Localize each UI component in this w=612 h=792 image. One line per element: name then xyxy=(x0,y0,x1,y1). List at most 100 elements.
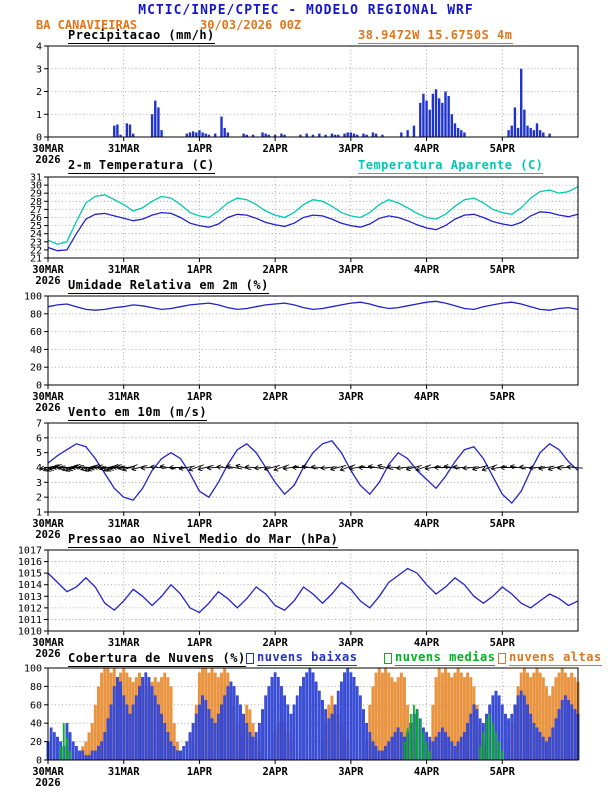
svg-text:80: 80 xyxy=(30,682,42,693)
svg-text:4APR: 4APR xyxy=(414,391,440,403)
svg-text:80: 80 xyxy=(30,309,42,320)
svg-text:27: 27 xyxy=(30,205,42,216)
svg-text:2APR: 2APR xyxy=(262,637,288,649)
svg-text:1APR: 1APR xyxy=(187,637,213,649)
svg-text:3APR: 3APR xyxy=(338,391,364,403)
svg-text:21: 21 xyxy=(30,254,42,265)
svg-text:30MAR: 30MAR xyxy=(32,637,64,649)
svg-text:31MAR: 31MAR xyxy=(108,264,140,276)
pressure-title: Pressao ao Nivel Medio do Mar (hPa) xyxy=(68,532,339,548)
svg-text:4APR: 4APR xyxy=(414,143,440,155)
svg-text:3APR: 3APR xyxy=(338,766,364,778)
high-clouds-swatch-icon xyxy=(498,652,506,664)
svg-text:6: 6 xyxy=(36,433,42,444)
svg-text:5APR: 5APR xyxy=(490,637,516,649)
legend-medium-clouds-label: nuvens medias xyxy=(395,650,496,666)
location-label: 38.9472W 15.6750S 4m xyxy=(358,28,513,44)
svg-text:3APR: 3APR xyxy=(338,637,364,649)
low-clouds-swatch-icon xyxy=(246,652,254,664)
svg-text:60: 60 xyxy=(30,327,42,338)
svg-text:2026: 2026 xyxy=(35,154,60,165)
svg-text:20: 20 xyxy=(30,737,42,748)
svg-text:24: 24 xyxy=(30,229,42,240)
svg-text:0: 0 xyxy=(36,756,42,767)
svg-text:1APR: 1APR xyxy=(187,518,213,530)
svg-text:30MAR: 30MAR xyxy=(32,391,64,403)
svg-text:31MAR: 31MAR xyxy=(108,143,140,155)
svg-text:40: 40 xyxy=(30,719,42,730)
svg-text:22: 22 xyxy=(30,245,42,256)
svg-text:5: 5 xyxy=(36,448,42,459)
svg-text:4APR: 4APR xyxy=(414,637,440,649)
svg-text:3APR: 3APR xyxy=(338,518,364,530)
svg-text:4APR: 4APR xyxy=(414,264,440,276)
svg-text:5APR: 5APR xyxy=(490,264,516,276)
svg-text:5APR: 5APR xyxy=(490,518,516,530)
svg-text:31MAR: 31MAR xyxy=(108,391,140,403)
svg-text:2026: 2026 xyxy=(35,777,60,788)
legend-high-clouds-label: nuvens altas xyxy=(509,650,602,666)
svg-text:23: 23 xyxy=(30,237,42,248)
svg-text:3APR: 3APR xyxy=(338,264,364,276)
temperature-title: 2-m Temperatura (C) xyxy=(68,158,215,174)
svg-text:29: 29 xyxy=(30,189,42,200)
svg-text:30MAR: 30MAR xyxy=(32,518,64,530)
svg-text:40: 40 xyxy=(30,345,42,356)
svg-text:1015: 1015 xyxy=(18,569,42,580)
svg-text:3: 3 xyxy=(36,64,42,75)
svg-text:5APR: 5APR xyxy=(490,766,516,778)
svg-text:2APR: 2APR xyxy=(262,518,288,530)
legend-low-clouds-label: nuvens baixas xyxy=(257,650,358,666)
svg-text:2026: 2026 xyxy=(35,529,60,540)
svg-text:2: 2 xyxy=(36,493,42,504)
legend-low-clouds: nuvens baixas xyxy=(246,650,358,666)
svg-text:2APR: 2APR xyxy=(262,264,288,276)
app-title: MCTIC/INPE/CPTEC - MODELO REGIONAL WRF xyxy=(138,3,474,18)
svg-text:2APR: 2APR xyxy=(262,766,288,778)
station-name: BA CANAVIEIRAS xyxy=(36,18,138,32)
svg-text:25: 25 xyxy=(30,221,42,232)
svg-text:30MAR: 30MAR xyxy=(32,264,64,276)
svg-text:2026: 2026 xyxy=(35,648,60,659)
svg-text:2APR: 2APR xyxy=(262,391,288,403)
svg-text:1011: 1011 xyxy=(18,615,42,626)
svg-text:1013: 1013 xyxy=(18,592,42,603)
precipitation-title: Precipitacao (mm/h) xyxy=(68,28,215,44)
svg-text:1016: 1016 xyxy=(18,557,42,568)
svg-text:1APR: 1APR xyxy=(187,264,213,276)
svg-text:2APR: 2APR xyxy=(262,143,288,155)
apparent-temperature-label: Temperatura Aparente (C) xyxy=(358,158,544,174)
svg-text:31MAR: 31MAR xyxy=(108,637,140,649)
svg-text:3: 3 xyxy=(36,478,42,489)
svg-text:100: 100 xyxy=(24,292,42,303)
svg-text:7: 7 xyxy=(36,419,42,430)
svg-text:100: 100 xyxy=(24,664,42,675)
svg-text:60: 60 xyxy=(30,700,42,711)
wind-title: Vento em 10m (m/s) xyxy=(68,405,208,421)
svg-text:31MAR: 31MAR xyxy=(108,518,140,530)
run-datetime: 30/03/2026 00Z xyxy=(200,18,302,32)
svg-text:1APR: 1APR xyxy=(187,391,213,403)
svg-text:1APR: 1APR xyxy=(187,766,213,778)
svg-text:20: 20 xyxy=(30,363,42,374)
legend-medium-clouds: nuvens medias xyxy=(384,650,496,666)
svg-text:1010: 1010 xyxy=(18,627,42,638)
svg-text:3APR: 3APR xyxy=(338,143,364,155)
svg-text:1017: 1017 xyxy=(18,546,42,557)
svg-text:30MAR: 30MAR xyxy=(32,143,64,155)
svg-text:28: 28 xyxy=(30,197,42,208)
svg-text:30: 30 xyxy=(30,181,42,192)
svg-text:31: 31 xyxy=(30,173,42,184)
svg-text:31MAR: 31MAR xyxy=(108,766,140,778)
svg-text:0: 0 xyxy=(36,381,42,392)
svg-text:4: 4 xyxy=(36,42,42,53)
svg-text:4APR: 4APR xyxy=(414,766,440,778)
svg-text:2026: 2026 xyxy=(35,275,60,286)
svg-text:4: 4 xyxy=(36,463,42,474)
